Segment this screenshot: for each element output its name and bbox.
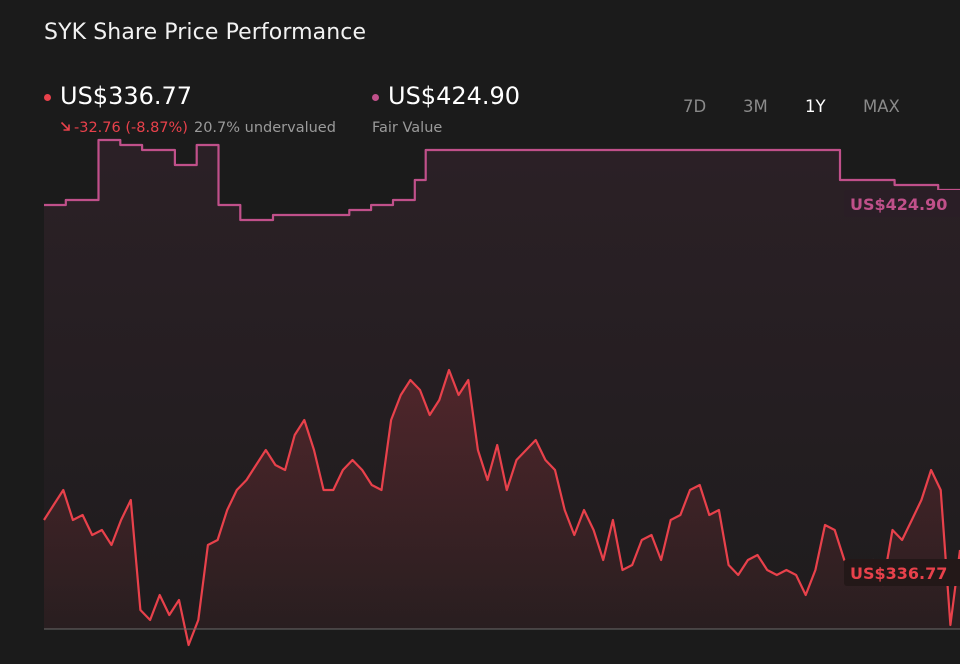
range-1y-button[interactable]: 1Y <box>805 97 826 116</box>
fair-value-line <box>44 138 960 222</box>
price-dot-icon <box>44 94 51 101</box>
range-selector: 7D 3M 1Y MAX <box>683 97 960 121</box>
chart-title: SYK Share Price Performance <box>44 20 367 45</box>
fair-value-label-row: Fair Value <box>372 120 442 136</box>
range-3m-button[interactable]: 3M <box>743 97 768 116</box>
range-max-button[interactable]: MAX <box>863 97 900 116</box>
down-arrow-icon <box>60 120 71 136</box>
fair-value-tag-bg <box>844 190 960 217</box>
fair-value-price: US$424.90 <box>388 82 521 110</box>
price-change: -32.76 (-8.87%) <box>74 120 188 136</box>
share-price-line <box>43 368 960 647</box>
undervalued-text: 20.7% undervalued <box>193 120 336 136</box>
share-price-area <box>44 370 960 645</box>
price-change-row: -32.76 (-8.87%) 20.7% undervalued <box>60 120 336 136</box>
fair-value-label: Fair Value <box>372 120 443 136</box>
current-price: US$336.77 <box>60 82 193 110</box>
share-price-end-label: US$336.77 <box>850 564 947 583</box>
share-price-tag-bg <box>844 559 960 586</box>
fair-value-dot-icon <box>372 94 379 101</box>
range-7d-button[interactable]: 7D <box>683 97 707 116</box>
fair-value-end-label: US$424.90 <box>850 195 947 214</box>
